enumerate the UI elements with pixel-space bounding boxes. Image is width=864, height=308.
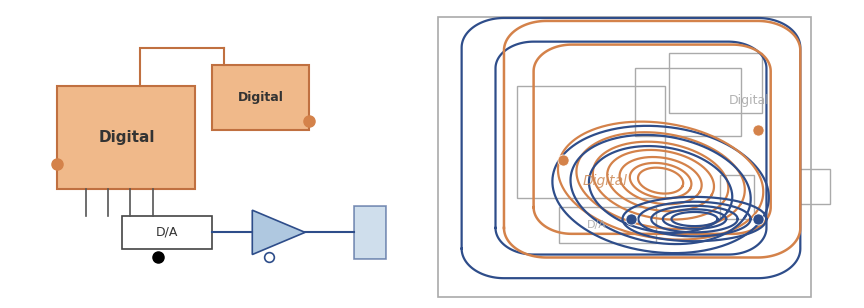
FancyBboxPatch shape (354, 206, 386, 259)
Text: Digital: Digital (238, 91, 283, 104)
Text: Digital: Digital (583, 174, 628, 188)
Text: Digital: Digital (98, 130, 155, 145)
Text: Digital: Digital (729, 94, 770, 107)
FancyBboxPatch shape (57, 86, 195, 189)
Text: D/A: D/A (156, 226, 178, 239)
FancyBboxPatch shape (123, 216, 212, 249)
FancyBboxPatch shape (212, 65, 309, 130)
Polygon shape (252, 210, 305, 254)
Text: D/A: D/A (588, 220, 607, 230)
